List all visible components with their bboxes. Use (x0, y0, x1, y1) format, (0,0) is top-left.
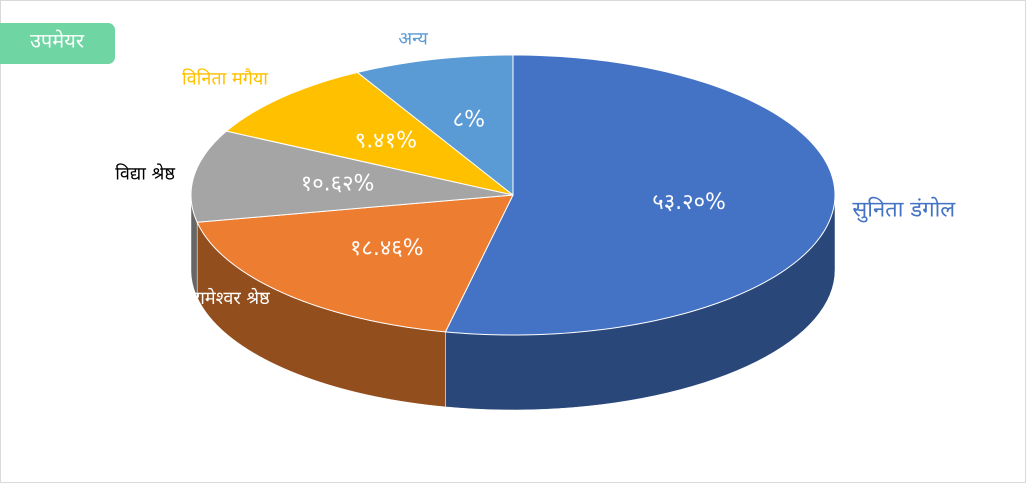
value-label: १०.६२% (301, 171, 375, 196)
slice (356, 54, 514, 197)
category-label: सुनिता डंगोल (852, 197, 956, 223)
value-label: ५३.२०% (652, 190, 726, 215)
category-label: अन्य (398, 28, 428, 49)
slice (190, 130, 514, 223)
category-label: विद्या श्रेष्ठ (115, 162, 175, 184)
category-label: विनिता मगैया (182, 68, 268, 90)
slice (444, 54, 836, 336)
chart-title: उपमेयर (30, 29, 85, 53)
slice (225, 71, 514, 196)
category-label: रामेश्वर श्रेष्ठ (193, 287, 270, 309)
value-label: ८% (453, 107, 485, 132)
value-label: ९.४१% (355, 128, 417, 153)
value-label: १८.४६% (350, 236, 424, 261)
badge (0, 23, 115, 64)
slice (196, 194, 514, 333)
